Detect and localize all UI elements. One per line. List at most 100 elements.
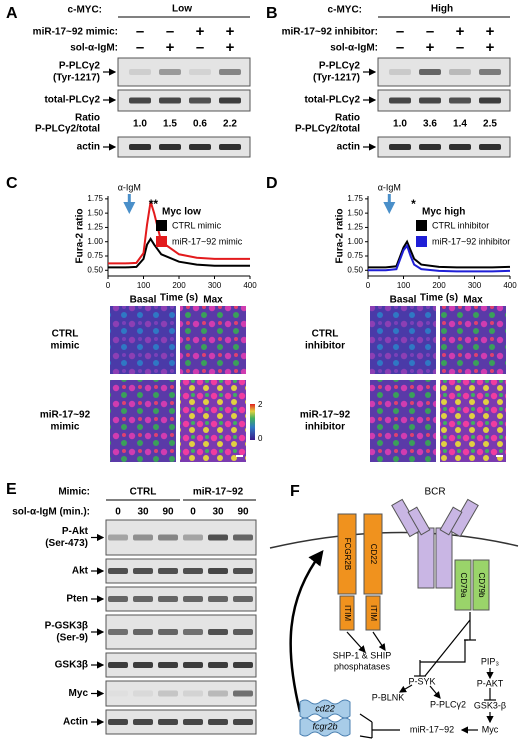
fcgr2b-label: FCGR2B — [343, 538, 352, 570]
calcium-image — [110, 306, 176, 374]
x-axis-title: Time (s) — [160, 293, 198, 304]
blot — [105, 558, 257, 584]
band — [189, 69, 211, 75]
image-column-label: Basal — [130, 295, 157, 306]
bcr-shape — [391, 498, 479, 589]
blot — [117, 57, 251, 87]
treatment-sign: + — [226, 23, 235, 40]
band — [233, 629, 253, 635]
mimic-label: Mimic: — [58, 487, 90, 498]
band — [189, 97, 211, 104]
myc-label: Myc — [482, 724, 499, 734]
y-tick-label: 1.25 — [87, 223, 103, 232]
blot-label: Akt — [72, 566, 89, 577]
itim-shape — [365, 595, 381, 631]
panel-label: C — [6, 175, 18, 192]
calcium-image — [370, 306, 436, 374]
cd79b-label: CD79b — [477, 573, 486, 598]
band — [133, 690, 153, 697]
image-row-label: miR-17~92 — [300, 410, 351, 421]
image-row-label: mimic — [51, 422, 80, 433]
time-value: 90 — [162, 507, 174, 518]
itim-label: ITIM — [343, 605, 352, 621]
cd22-label: CD22 — [369, 544, 378, 565]
x-tick-label: 100 — [137, 281, 151, 290]
x-tick-label: 300 — [208, 281, 222, 290]
band — [219, 97, 241, 104]
treatment-sign: – — [136, 23, 144, 40]
band — [479, 97, 501, 104]
x-tick-label: 100 — [397, 281, 411, 290]
band — [233, 662, 253, 668]
treatment-sign: + — [226, 39, 235, 56]
treatment-sign: – — [196, 39, 204, 56]
treatment-sign: + — [166, 39, 175, 56]
band — [449, 97, 471, 104]
y-tick-label: 1.25 — [347, 223, 363, 232]
blot-label: (Ser-473) — [45, 538, 88, 549]
band — [233, 534, 253, 541]
scale-bar — [236, 455, 243, 457]
blot — [105, 709, 257, 735]
membrane — [269, 531, 519, 549]
blot — [377, 89, 511, 112]
blot-label: actin — [337, 142, 360, 153]
blot-label: GSK3β — [55, 660, 88, 671]
x-tick-label: 300 — [468, 281, 482, 290]
band — [159, 69, 181, 75]
pip3-label: PIP₃ — [481, 656, 500, 666]
band — [389, 97, 411, 104]
blot — [105, 586, 257, 612]
colorbar-label: 0 — [258, 434, 263, 443]
mir-label: miR-17~92 — [410, 724, 454, 734]
ratio-label: P-PLCγ2/total — [295, 124, 360, 135]
blot — [117, 89, 251, 112]
treatment-label: miR-17~92 inhibitor: — [282, 27, 378, 38]
fcgr2b-gene-shape — [299, 717, 351, 737]
cd22-gene-shape — [299, 699, 351, 719]
legend-title: Myc high — [422, 207, 465, 218]
ratio-value: 2.5 — [483, 119, 497, 130]
calcium-image — [180, 306, 246, 374]
legend-label: CTRL mimic — [172, 220, 222, 230]
band — [108, 691, 128, 697]
significance: ** — [149, 197, 159, 211]
colorbar — [250, 404, 255, 440]
x-tick-label: 400 — [243, 281, 257, 290]
band — [183, 719, 203, 725]
cd22-shape — [363, 513, 383, 595]
blot — [105, 680, 257, 707]
treatment-sign: – — [396, 23, 404, 40]
y-tick-label: 1.50 — [87, 208, 103, 217]
band — [108, 629, 128, 635]
ratio-value: 0.6 — [193, 119, 207, 130]
treatment-sign: – — [456, 39, 464, 56]
band — [129, 69, 151, 75]
image-row-label: inhibitor — [305, 341, 345, 352]
x-axis-title: Time (s) — [420, 293, 458, 304]
ratio-value: 1.4 — [453, 119, 467, 130]
time-value: 30 — [212, 507, 224, 518]
band — [133, 662, 153, 668]
pplcg2-label: P-PLCγ2 — [430, 699, 466, 709]
group-label: miR-17~92 — [193, 487, 244, 498]
x-tick-label: 0 — [106, 281, 111, 290]
scale-bar — [496, 455, 503, 457]
band — [133, 534, 153, 541]
band — [183, 596, 203, 602]
treatment-sign: + — [426, 39, 435, 56]
legend-swatch — [156, 220, 167, 231]
band — [108, 662, 128, 668]
fcgr2b-gene-label: fcgr2b — [312, 721, 337, 731]
blot-label: P-Akt — [62, 526, 89, 537]
image-row-label: miR-17~92 — [40, 410, 91, 421]
band — [129, 97, 151, 104]
band — [108, 596, 128, 602]
blot — [377, 136, 511, 158]
treatment-label: sol-α-IgM: — [70, 43, 118, 54]
group-label: CTRL — [130, 487, 157, 498]
time-value: 0 — [115, 507, 121, 518]
panel-label: E — [6, 481, 17, 498]
band — [233, 690, 253, 697]
